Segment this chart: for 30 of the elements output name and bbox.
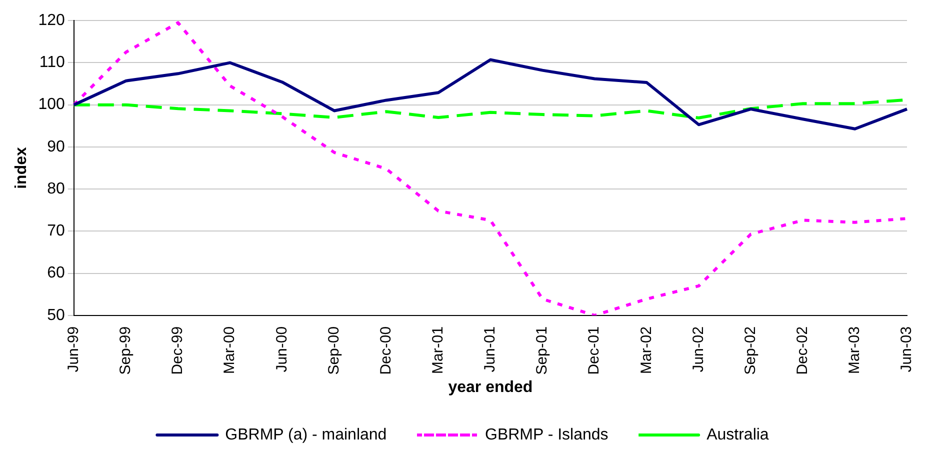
x-tick-label: Mar-01 — [430, 326, 447, 374]
x-tick-label: Dec-02 — [794, 326, 812, 375]
x-tick-label: Dec-01 — [586, 326, 603, 375]
y-tick-label: 100 — [38, 96, 65, 114]
y-tick-label: 110 — [39, 54, 65, 72]
legend-label: Australia — [706, 426, 769, 444]
x-tick-label: Sep-02 — [742, 326, 759, 375]
x-tick-label: Sep-01 — [534, 326, 551, 375]
x-axis-title: year ended — [448, 378, 533, 396]
x-tick-label: Sep-00 — [325, 326, 342, 375]
y-axis-title: index — [13, 147, 30, 189]
y-tick-label: 50 — [47, 306, 65, 324]
x-tick-label: Sep-99 — [117, 326, 134, 375]
y-tick-label: 120 — [38, 12, 65, 30]
x-tick-label: Mar-02 — [638, 326, 655, 374]
y-tick-label: 60 — [47, 264, 65, 282]
x-tick-label: Dec-99 — [169, 326, 186, 375]
x-tick-label: Jun-00 — [273, 326, 290, 372]
legend-label: GBRMP - Islands — [484, 426, 608, 444]
y-tick-label: 80 — [47, 180, 65, 198]
x-tick-label: Dec-00 — [377, 326, 394, 375]
legend-label: GBRMP (a) - mainland — [225, 426, 387, 444]
x-tick-label: Mar-00 — [221, 326, 238, 374]
x-tick-label: Jun-01 — [482, 326, 499, 372]
x-tick-label: Jun-02 — [690, 326, 707, 372]
y-tick-label: 70 — [47, 222, 65, 240]
y-tick-label: 90 — [47, 138, 65, 156]
x-tick-label: Jun-03 — [898, 326, 916, 372]
x-tick-label: Jun-99 — [65, 326, 82, 372]
x-tick-label: Mar-03 — [846, 326, 864, 374]
